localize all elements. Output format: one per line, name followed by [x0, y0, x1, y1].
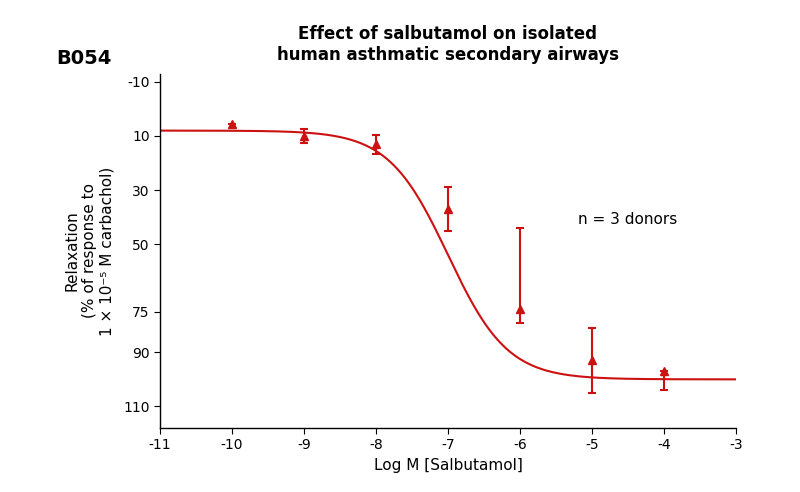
X-axis label: Log M [Salbutamol]: Log M [Salbutamol] — [374, 458, 522, 473]
Title: Effect of salbutamol on isolated
human asthmatic secondary airways: Effect of salbutamol on isolated human a… — [277, 25, 619, 64]
Y-axis label: Relaxation
(% of response to
1 × 10⁻⁵ M carbachol): Relaxation (% of response to 1 × 10⁻⁵ M … — [65, 166, 114, 336]
Text: n = 3 donors: n = 3 donors — [578, 212, 677, 227]
Text: B054: B054 — [56, 49, 111, 68]
